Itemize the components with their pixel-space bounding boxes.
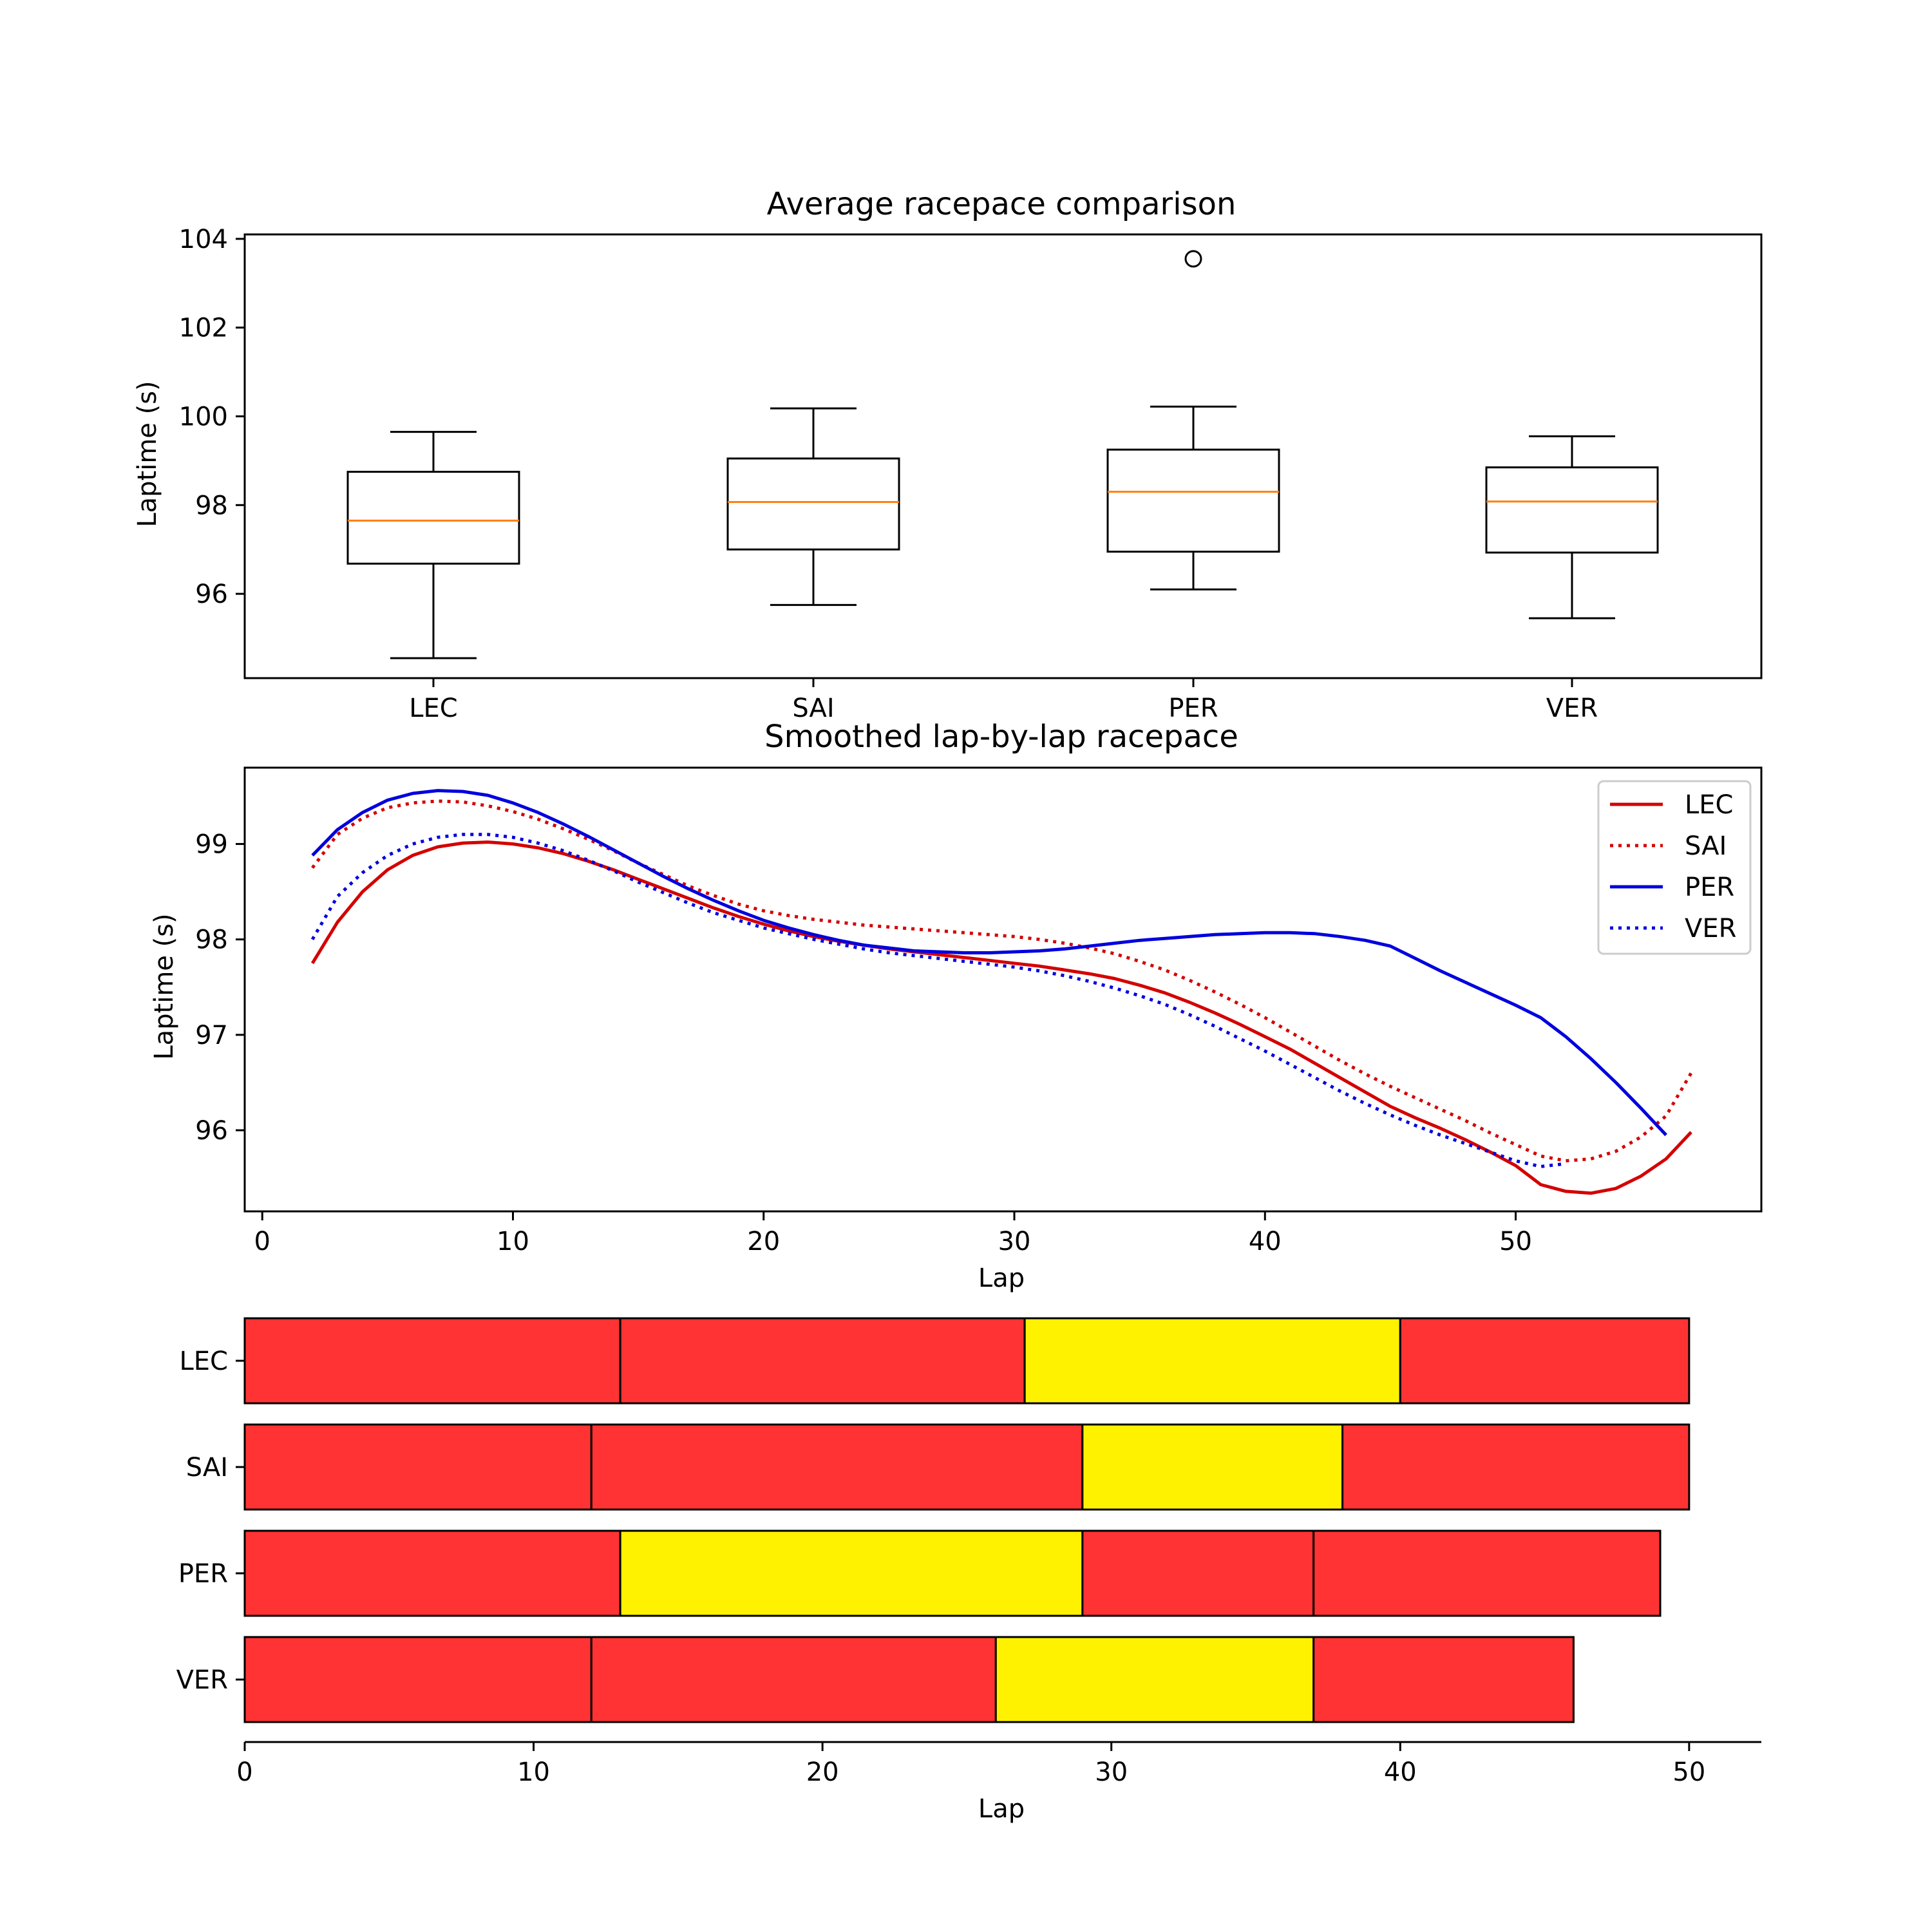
lineplot-legend-label: VER (1685, 914, 1736, 943)
lineplot-x-tick-label: 50 (1499, 1227, 1532, 1256)
stint-segment-lec (1399, 1317, 1690, 1405)
stint-panel: Lap 0 10 20 30 40 50 LEC SAI PER VER (176, 1317, 1761, 1824)
lineplot-frame (243, 766, 1763, 1213)
boxplot-y-tick-label: 98 (195, 491, 228, 520)
stint-x-tick-label: 40 (1384, 1757, 1417, 1787)
stint-segment-ver (243, 1636, 592, 1723)
lineplot-series-lec (310, 840, 1692, 1195)
lineplot-series-per (311, 789, 1667, 1137)
lineplot-y-tick-label: 98 (195, 925, 228, 955)
boxplot-y-tick-label: 96 (195, 580, 228, 609)
boxplot-y-tick-label: 102 (179, 314, 228, 343)
stint-x-tick-label: 10 (517, 1757, 550, 1787)
boxplot-x-tick-label: SAI (792, 694, 834, 723)
lineplot-series-ver (310, 833, 1566, 1168)
lineplot-legend-label: PER (1685, 873, 1734, 902)
stint-segment-per (1312, 1530, 1662, 1617)
lineplot-x-tick-label: 0 (254, 1227, 270, 1256)
boxplot-panel: Average racepace comparison Laptime (s) … (133, 186, 1763, 723)
stint-x-axis-label: Lap (978, 1794, 1025, 1824)
boxplot-frame (243, 233, 1763, 679)
lineplot-plot-area: 0 10 20 30 40 50 96 97 98 99 LEC SAI PER VER (195, 766, 1763, 1256)
stint-segment-per (243, 1530, 621, 1617)
lineplot-title: Smoothed lap-by-lap racepace (764, 719, 1238, 755)
stint-segment-sai (1081, 1423, 1344, 1511)
lineplot-legend-label: SAI (1685, 831, 1727, 861)
stint-y-tick-label: SAI (186, 1453, 228, 1482)
boxplot-box (726, 457, 900, 551)
lineplot-y-tick-label: 99 (195, 830, 228, 860)
stint-y-tick-label: VER (176, 1665, 228, 1695)
stint-x-tick-label: 30 (1095, 1757, 1128, 1787)
lineplot-legend-label: LEC (1685, 790, 1734, 820)
stint-segment-ver (1312, 1636, 1575, 1723)
stint-segment-sai (590, 1423, 1084, 1511)
boxplot-y-tick-label: 100 (179, 402, 228, 431)
lineplot-x-tick-label: 10 (497, 1227, 529, 1256)
lineplot-y-tick-label: 96 (195, 1116, 228, 1146)
stint-plot-area: 0 10 20 30 40 50 LEC SAI PER VER (176, 1317, 1761, 1787)
boxplot-y-axis-label: Laptime (s) (133, 381, 162, 527)
stint-x-tick-label: 50 (1672, 1757, 1705, 1787)
boxplot-outlier (1184, 250, 1202, 268)
boxplot-box (346, 471, 520, 565)
stint-segment-lec (1023, 1317, 1401, 1405)
lineplot-x-tick-label: 40 (1249, 1227, 1282, 1256)
boxplot-box (1106, 448, 1280, 553)
boxplot-y-tick-label: 104 (179, 225, 228, 254)
stint-segment-sai (243, 1423, 592, 1511)
stint-segment-lec (619, 1317, 1026, 1405)
boxplot-x-tick-label: LEC (409, 694, 458, 723)
stint-x-tick-label: 0 (236, 1757, 252, 1787)
stint-segment-per (1081, 1530, 1315, 1617)
lineplot-x-tick-label: 20 (747, 1227, 780, 1256)
stint-segment-lec (243, 1317, 621, 1405)
stint-x-tick-label: 20 (806, 1757, 839, 1787)
stint-segment-sai (1341, 1423, 1690, 1511)
boxplot-title: Average racepace comparison (767, 186, 1236, 222)
boxplot-box (1485, 466, 1659, 554)
boxplot-x-tick-label: PER (1168, 694, 1218, 723)
lineplot-y-tick-label: 97 (195, 1021, 228, 1050)
stint-y-tick-label: LEC (180, 1347, 229, 1376)
lineplot-x-tick-label: 30 (998, 1227, 1031, 1256)
stint-y-tick-label: PER (178, 1559, 228, 1589)
lineplot-panel: Smoothed lap-by-lap racepace Laptime (s)… (149, 719, 1763, 1293)
stint-segment-ver (590, 1636, 997, 1723)
lineplot-x-axis-label: Lap (978, 1264, 1025, 1293)
lineplot-legend-frame (1597, 780, 1752, 955)
boxplot-x-tick-label: VER (1546, 694, 1598, 723)
lineplot-y-axis-label: Laptime (s) (149, 913, 179, 1059)
boxplot-plot-area: 96 98 100 102 104 LEC SAI PER VER (179, 225, 1763, 723)
stint-segment-per (619, 1530, 1084, 1617)
stint-segment-ver (994, 1636, 1315, 1723)
